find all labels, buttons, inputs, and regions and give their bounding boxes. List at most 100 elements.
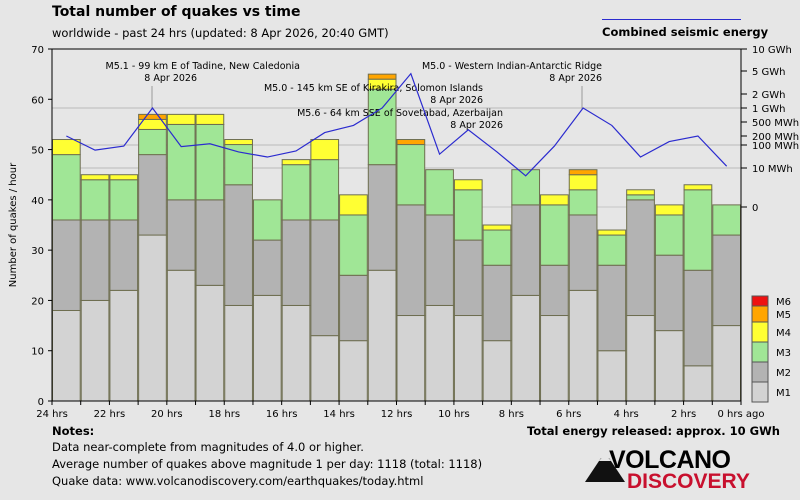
legend-label-m1: M1: [776, 388, 791, 399]
bar-m2-segment: [166, 199, 196, 271]
energy-legend-line: [602, 19, 741, 20]
x-tick-label: 20 hrs: [151, 409, 183, 420]
bar-m1-segment: [109, 289, 139, 402]
bar-m2-segment: [367, 164, 397, 271]
bar-m3-segment: [712, 204, 742, 236]
legend-swatch-m3: [751, 341, 769, 363]
bar-m1-segment: [252, 294, 282, 402]
bar-m2-segment: [511, 204, 541, 296]
legend-swatch-m6: [751, 295, 769, 307]
bar-m2-segment: [339, 274, 368, 342]
bar-m3-segment: [281, 164, 311, 221]
energy-tick-label: 0: [752, 203, 758, 214]
x-tick-label: 6 hrs: [556, 409, 581, 420]
bar-m2-segment: [712, 234, 742, 327]
bar-m4-segment: [568, 174, 598, 191]
bar-m3-segment: [138, 128, 167, 156]
bar-m4-segment: [109, 174, 139, 181]
bar-m2-segment: [138, 154, 167, 236]
legend-swatch-m5: [751, 305, 769, 323]
energy-tick-label: 200 MWh: [752, 132, 799, 143]
legend-swatch-m2: [751, 361, 769, 383]
bar-m2-segment: [310, 219, 340, 337]
bar-m3-segment: [482, 229, 512, 266]
bar-m5-segment: [568, 169, 598, 176]
bar-m3-segment: [52, 154, 81, 221]
bar-m4-segment: [626, 189, 655, 196]
bar-m3-segment: [109, 179, 139, 221]
note-3: Quake data: www.volcanodiscovery.com/ear…: [52, 474, 424, 488]
x-tick-label: 2 hrs: [671, 409, 696, 420]
x-tick-label: 22 hrs: [94, 409, 126, 420]
bar-m1-segment: [626, 315, 655, 402]
quake-chart: 0 10 20 30 40 50 60 70 24 hrs 22 hrs 20 hrs 18 hrs 1…: [8, 45, 799, 420]
bar-m1-segment: [310, 335, 340, 402]
volcano-logo-icon: [585, 456, 625, 482]
bar-m1-segment: [52, 309, 81, 402]
legend-swatch-m4: [751, 321, 769, 343]
energy-tick-label: 10 MWh: [752, 164, 793, 175]
y-tick-label: 70: [31, 45, 44, 56]
energy-tick-label: 500 MWh: [752, 118, 799, 129]
bar-m1-segment: [712, 325, 742, 402]
bar-m4-segment: [166, 113, 196, 125]
bar-m4-segment: [540, 194, 569, 206]
bar-m3-segment: [597, 234, 627, 266]
bar-m3-segment: [339, 214, 368, 276]
bar-m1-segment: [166, 269, 196, 402]
annotation-text: M5.0 - Western Indian-Antarctic Ridge: [422, 61, 602, 72]
bar-m5-segment: [367, 73, 397, 80]
bar-m4-segment: [654, 204, 684, 216]
bar-m1-segment: [482, 340, 512, 402]
bar-m4-segment: [683, 184, 713, 191]
annotation-date: 8 Apr 2026: [144, 73, 197, 84]
bar-m3-segment: [396, 144, 426, 206]
note-2: Average number of quakes above magnitude…: [52, 457, 483, 471]
annotation-date: 8 Apr 2026: [549, 73, 602, 84]
bar-m3-segment: [568, 189, 598, 216]
legend-label-m5: M5: [776, 310, 791, 321]
bar-m3-segment: [367, 88, 397, 166]
logo-line-2: DISCOVERY: [627, 470, 750, 493]
bar-m2-segment: [540, 264, 569, 317]
bar-m1-segment: [511, 294, 541, 402]
y-tick-label: 60: [31, 95, 44, 106]
x-tick-label: 10 hrs: [438, 409, 470, 420]
bar-m3-segment: [224, 144, 253, 186]
bar-m3-segment: [654, 214, 684, 256]
x-tick-label: 16 hrs: [266, 409, 298, 420]
bar-m3-segment: [540, 204, 569, 266]
chart-subtitle: worldwide - past 24 hrs (updated: 8 Apr …: [52, 26, 389, 40]
x-tick-label: 8 hrs: [499, 409, 524, 420]
x-tick-label: 12 hrs: [381, 409, 413, 420]
bar-m4-segment: [453, 179, 483, 191]
y-tick-label: 30: [31, 246, 44, 257]
bar-m3-segment: [425, 169, 454, 216]
x-tick-label: 4 hrs: [614, 409, 639, 420]
y-tick-label: 40: [31, 196, 44, 207]
annotation-date: 8 Apr 2026: [430, 95, 483, 106]
x-tick-label: 0 hrs ago: [718, 409, 765, 420]
y-tick-label: 0: [38, 397, 44, 408]
energy-tick-label: 2 GWh: [752, 90, 786, 101]
energy-line: [66, 72, 728, 177]
bar-m2-segment: [425, 214, 454, 306]
bar-m1-segment: [597, 350, 627, 402]
energy-tick-label: 100 MWh: [752, 141, 799, 152]
annotation-text: M5.1 - 99 km E of Tadine, New Caledonia: [106, 61, 301, 72]
energy-tick-label: 5 GWh: [752, 67, 786, 78]
bar-m2-segment: [453, 239, 483, 317]
legend-label-m6: M6: [776, 297, 791, 308]
annotation-date: 8 Apr 2026: [450, 120, 503, 131]
bar-m3-segment: [453, 189, 483, 241]
logo-line-1: VOLCANO: [609, 446, 731, 474]
bar-m2-segment: [80, 219, 110, 301]
bar-m2-segment: [626, 199, 655, 317]
legend-swatch-m1: [751, 381, 769, 403]
bar-m1-segment: [367, 269, 397, 402]
bar-m1-segment: [396, 315, 426, 402]
bar-m3-segment: [166, 123, 196, 201]
bar-m3-segment: [195, 123, 225, 201]
bar-m3-segment: [626, 194, 655, 201]
bar-m1-segment: [425, 304, 454, 402]
